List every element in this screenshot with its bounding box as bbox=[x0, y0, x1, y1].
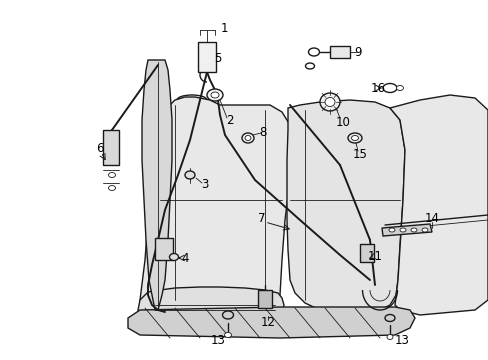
Polygon shape bbox=[389, 95, 487, 315]
Ellipse shape bbox=[388, 228, 394, 232]
Polygon shape bbox=[140, 97, 291, 322]
Ellipse shape bbox=[244, 135, 250, 140]
Text: 14: 14 bbox=[424, 211, 439, 225]
Text: 10: 10 bbox=[335, 116, 350, 129]
Ellipse shape bbox=[382, 84, 396, 93]
Text: 13: 13 bbox=[394, 333, 408, 346]
Ellipse shape bbox=[108, 172, 115, 177]
Ellipse shape bbox=[384, 315, 394, 321]
Ellipse shape bbox=[206, 89, 223, 101]
Text: 13: 13 bbox=[210, 333, 225, 346]
Bar bbox=[258, 290, 271, 308]
Bar bbox=[103, 130, 119, 165]
Ellipse shape bbox=[184, 171, 195, 179]
Text: 7: 7 bbox=[258, 211, 265, 225]
Polygon shape bbox=[138, 287, 284, 333]
Ellipse shape bbox=[396, 85, 403, 90]
Ellipse shape bbox=[222, 311, 233, 319]
Text: 5: 5 bbox=[214, 51, 221, 64]
Ellipse shape bbox=[108, 185, 115, 190]
Ellipse shape bbox=[410, 228, 416, 232]
Bar bbox=[329, 46, 349, 58]
Ellipse shape bbox=[224, 333, 231, 338]
Bar bbox=[359, 244, 373, 262]
Polygon shape bbox=[381, 224, 431, 236]
Polygon shape bbox=[286, 100, 404, 313]
Ellipse shape bbox=[242, 133, 253, 143]
Ellipse shape bbox=[169, 253, 178, 261]
Ellipse shape bbox=[308, 48, 319, 56]
Bar bbox=[155, 238, 173, 260]
Ellipse shape bbox=[386, 334, 392, 339]
Text: 16: 16 bbox=[370, 81, 385, 94]
Text: 6: 6 bbox=[96, 141, 103, 154]
Text: 2: 2 bbox=[226, 113, 233, 126]
Polygon shape bbox=[142, 60, 172, 310]
Ellipse shape bbox=[421, 228, 427, 232]
Ellipse shape bbox=[351, 135, 358, 140]
Ellipse shape bbox=[399, 228, 405, 232]
Text: 11: 11 bbox=[367, 249, 382, 262]
Text: 3: 3 bbox=[201, 179, 208, 192]
Text: 8: 8 bbox=[259, 126, 266, 139]
Polygon shape bbox=[128, 307, 414, 338]
Text: 1: 1 bbox=[220, 22, 227, 35]
Ellipse shape bbox=[347, 133, 361, 143]
Ellipse shape bbox=[325, 98, 334, 107]
Text: 15: 15 bbox=[352, 148, 366, 162]
Text: 9: 9 bbox=[353, 45, 361, 58]
Ellipse shape bbox=[210, 92, 219, 98]
Text: 12: 12 bbox=[260, 315, 275, 328]
Text: 4: 4 bbox=[181, 252, 188, 265]
Ellipse shape bbox=[305, 63, 314, 69]
Ellipse shape bbox=[319, 93, 339, 111]
Bar bbox=[198, 42, 216, 72]
